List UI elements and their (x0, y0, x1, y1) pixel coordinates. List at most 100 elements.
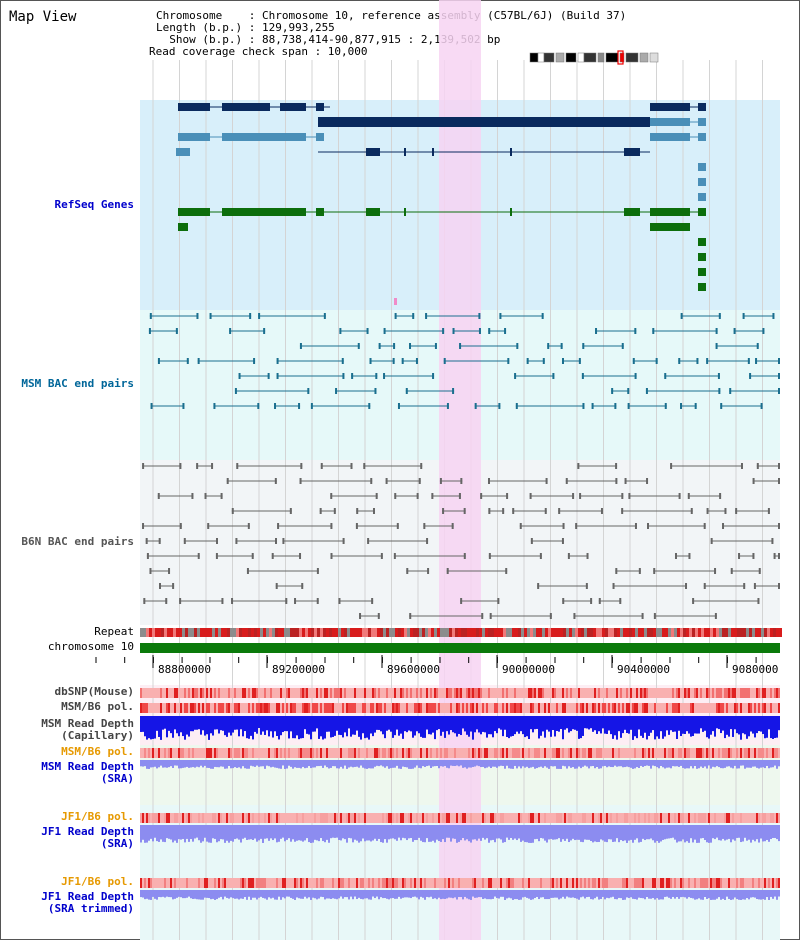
coverage-span-info: Read coverage check span : 10,000 (149, 45, 368, 58)
repeat-segment (647, 628, 650, 637)
msm-pol-heat (202, 703, 204, 713)
jf1-pol2-heat (350, 878, 352, 888)
gene-exon (178, 133, 210, 141)
msm-sra-depth (512, 760, 514, 769)
msm-pol2-heat (440, 748, 442, 758)
dbsnp-heat (300, 688, 302, 698)
dbsnp-heat (370, 688, 372, 698)
jf1-pol2-heat (248, 878, 250, 888)
msm-pol2-heat (768, 748, 770, 758)
b6n-bac-pair-end (275, 538, 278, 544)
msm-pol2-heat (228, 748, 230, 758)
dbsnp-heat (774, 688, 776, 698)
jf1-pol-heat (372, 813, 374, 823)
jf1-pol2-heat (210, 878, 212, 888)
repeat-segment (386, 628, 389, 637)
jf1-pol2-heat (588, 878, 590, 888)
msm-pol-heat (652, 703, 654, 713)
msm-pol-heat (268, 703, 270, 713)
b6n-bac-pair-end (773, 553, 776, 559)
msm-capillary-depth (362, 716, 364, 734)
jf1-trimmed-depth (638, 890, 640, 898)
msm-sra-depth (270, 760, 272, 768)
msm-capillary-depth (738, 716, 740, 735)
jf1-sra-depth (196, 825, 198, 838)
jf1-sra-depth (312, 825, 314, 843)
dbsnp-heat (200, 688, 202, 698)
repeat-segment (551, 628, 554, 637)
dbsnp-heat (314, 688, 316, 698)
jf1-pol2-heat (266, 878, 268, 888)
jf1-pol2-heat (410, 878, 412, 888)
msm-pol-heat (242, 703, 244, 713)
repeat-segment (578, 628, 581, 637)
jf1-trimmed-depth (380, 890, 382, 898)
msm-pol2-heat (616, 748, 618, 758)
jf1-pol2-heat (234, 878, 236, 888)
msm-sra-depth (610, 760, 612, 767)
jf1-pol2-heat (590, 878, 592, 888)
repeat-segment (713, 628, 716, 637)
dbsnp-heat (248, 688, 250, 698)
jf1-pol2-heat (162, 878, 164, 888)
jf1-sra-depth (320, 825, 322, 839)
msm-capillary-depth (522, 716, 524, 735)
repeat-segment (716, 628, 719, 637)
jf1-pol-heat (140, 813, 142, 823)
jf1-pol2-heat (480, 878, 482, 888)
msm-pol2-heat (324, 748, 326, 758)
jf1-pol2-heat (268, 878, 270, 888)
msm-pol2-heat (328, 748, 330, 758)
msm-sra-depth (566, 760, 568, 769)
dbsnp-heat (502, 688, 504, 698)
dbsnp-heat (494, 688, 496, 698)
jf1-pol2-heat (352, 878, 354, 888)
msm-bac-pair-end (778, 358, 780, 364)
msm-capillary-depth (198, 716, 200, 730)
jf1-trimmed-depth (646, 890, 648, 898)
jf1-pol2-heat (408, 878, 410, 888)
jf1-pol2-heat (292, 878, 294, 888)
b6n-bac-pair-end (653, 613, 656, 619)
msm-capillary-depth (526, 716, 528, 737)
msm-pol2-heat (660, 748, 662, 758)
msm-pol-heat (338, 703, 340, 713)
msm-pol-heat (546, 703, 548, 713)
msm-pol2-heat (484, 748, 486, 758)
jf1-trimmed-depth (150, 890, 152, 900)
jf1-pol2-heat (270, 878, 272, 888)
msm-pol2-heat (582, 748, 584, 758)
jf1-pol-heat (340, 813, 342, 823)
msm-bac-pair-end (401, 358, 404, 364)
msm-pol-heat (750, 703, 752, 713)
repeat-segment (617, 628, 620, 637)
msm-sra-depth (496, 760, 498, 768)
msm-pol2-heat (586, 748, 588, 758)
dbsnp-heat (638, 688, 640, 698)
jf1-trimmed-depth (764, 890, 766, 900)
dbsnp-heat (764, 688, 766, 698)
dbsnp-heat (586, 688, 588, 698)
msm-sra-depth (408, 760, 410, 769)
msm-capillary-depth (622, 716, 624, 734)
jf1-pol2-heat (558, 878, 560, 888)
msm-sra-depth (528, 760, 530, 769)
jf1-sra-depth (218, 825, 220, 842)
jf1-pol-heat (732, 813, 734, 823)
dbsnp-heat (654, 688, 656, 698)
dbsnp-heat (392, 688, 394, 698)
jf1-pol-heat (530, 813, 532, 823)
msm-pol-heat (460, 703, 462, 713)
jf1-pol2-heat (654, 878, 656, 888)
repeat-segment (548, 628, 551, 637)
jf1-pol2-heat (344, 878, 346, 888)
repeat-segment (257, 628, 260, 637)
jf1-trimmed-depth (612, 890, 614, 897)
jf1-sra-depth (420, 825, 422, 841)
jf1-pol-heat (648, 813, 650, 823)
jf1-trimmed-depth (192, 890, 194, 899)
jf1-pol2-heat (576, 878, 578, 888)
msm-pol2-heat (326, 748, 328, 758)
jf1-pol2-heat (770, 878, 772, 888)
